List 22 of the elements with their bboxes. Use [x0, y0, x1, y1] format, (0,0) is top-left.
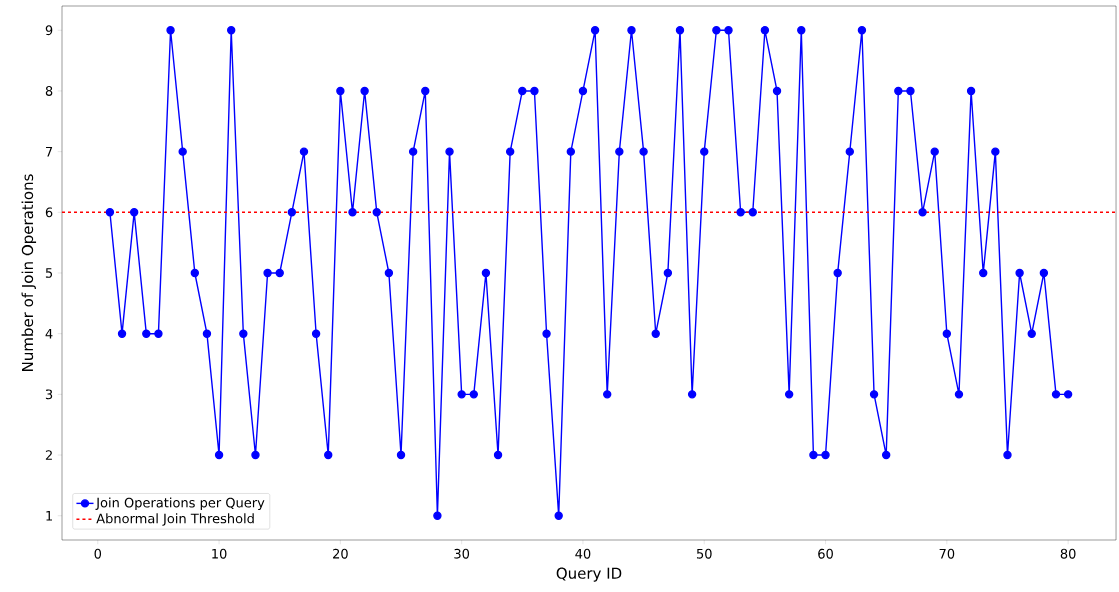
y-tick-label: 7 — [46, 146, 53, 157]
y-tick-label: 5 — [45, 268, 53, 278]
y-tick-label: 2 — [45, 450, 52, 460]
y-tick-label: 9 — [45, 25, 53, 36]
x-tick-label: 80 — [1060, 548, 1076, 559]
x-tick-label: 0 — [94, 548, 102, 559]
x-tick-label: 60 — [818, 548, 833, 559]
y-tick-label: 3 — [45, 389, 53, 400]
x-tick-label: 50 — [696, 548, 712, 559]
x-tick-label: 70 — [939, 548, 955, 559]
x-tick-label: 20 — [333, 548, 348, 559]
x-tick-label: 10 — [212, 548, 227, 559]
x-axis-title: Query ID — [556, 567, 622, 582]
y-axis-title: Number of Join Operations — [21, 174, 37, 371]
y-tick-label: 4 — [45, 328, 53, 339]
y-tick-label: 8 — [45, 86, 53, 96]
x-tick-label: 40 — [575, 548, 591, 559]
y-tick-label: 6 — [45, 207, 53, 218]
y-tick-label: 1 — [46, 510, 52, 521]
legend-label: Abnormal Join Threshold — [96, 513, 254, 526]
legend-label: Join Operations per Query — [95, 497, 265, 511]
x-tick-label: 30 — [454, 548, 470, 559]
